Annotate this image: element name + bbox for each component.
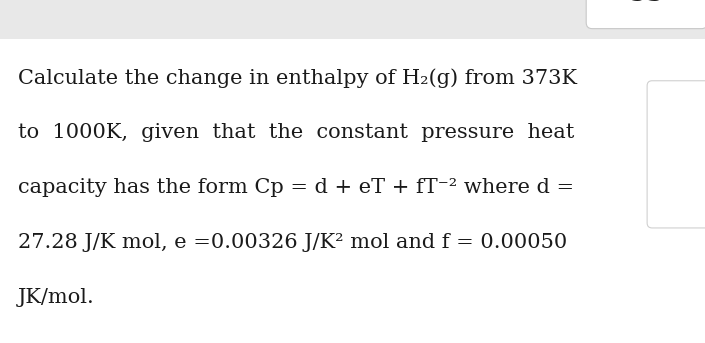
Text: 27.28 J/K mol, e =0.00326 J/K² mol and f = 0.00050: 27.28 J/K mol, e =0.00326 J/K² mol and f… — [18, 233, 568, 252]
FancyBboxPatch shape — [647, 81, 705, 228]
Text: JK/mol.: JK/mol. — [18, 288, 94, 307]
Text: capacity has the form Cp = d + eT + fT⁻² where d =: capacity has the form Cp = d + eT + fT⁻²… — [18, 178, 574, 197]
Bar — [0, 0, 705, 39]
Text: Calculate the change in enthalpy of H₂(g) from 373K: Calculate the change in enthalpy of H₂(g… — [18, 68, 577, 88]
FancyBboxPatch shape — [586, 0, 705, 28]
Text: to  1000K,  given  that  the  constant  pressure  heat: to 1000K, given that the constant pressu… — [18, 123, 575, 142]
Text: 95: 95 — [630, 0, 664, 6]
